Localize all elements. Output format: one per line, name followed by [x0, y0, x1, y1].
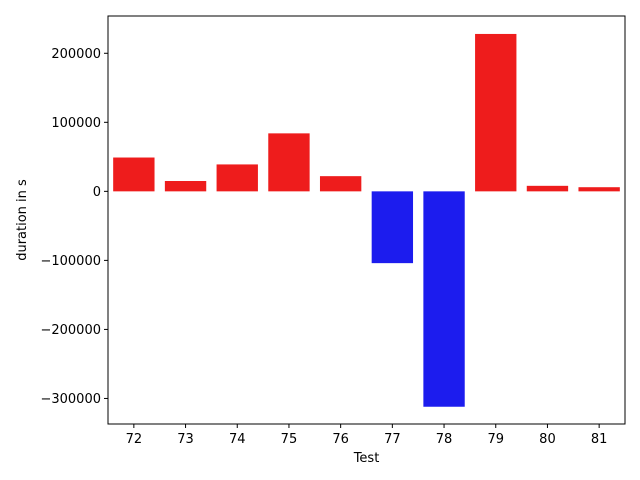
bar-77 — [371, 191, 414, 264]
y-tick-label: 100000 — [51, 116, 101, 131]
bar-80 — [526, 185, 569, 192]
x-tick-label: 76 — [332, 432, 349, 447]
x-axis: 72 73 74 75 76 77 78 79 80 81 — [126, 424, 608, 447]
y-tick-label: 0 — [93, 185, 101, 200]
bar-75 — [268, 133, 310, 192]
bar-78 — [423, 191, 465, 407]
x-tick-label: 74 — [229, 432, 246, 447]
x-tick-label: 72 — [126, 432, 143, 447]
bar-76 — [319, 176, 362, 192]
x-tick-label: 73 — [177, 432, 194, 447]
x-axis-label: Test — [353, 451, 380, 466]
y-tick-label: 200000 — [51, 47, 101, 62]
x-tick-label: 78 — [436, 432, 453, 447]
x-tick-label: 79 — [487, 432, 504, 447]
bar-81 — [578, 187, 620, 192]
bar-74 — [216, 164, 258, 192]
bar-73 — [164, 180, 207, 192]
y-tick-label: −100000 — [40, 254, 101, 269]
y-axis: −300000 −200000 −100000 0 100000 200000 — [40, 47, 108, 407]
x-tick-label: 81 — [591, 432, 608, 447]
x-tick-label: 80 — [539, 432, 556, 447]
y-axis-label: duration in s — [15, 179, 30, 261]
bar-79 — [475, 33, 517, 192]
bars-group — [113, 33, 620, 407]
bar-72 — [113, 157, 155, 192]
x-tick-label: 75 — [281, 432, 298, 447]
x-tick-label: 77 — [384, 432, 401, 447]
plot-frame — [107, 15, 626, 425]
y-tick-label: −300000 — [40, 392, 101, 407]
y-tick-label: −200000 — [40, 323, 101, 338]
